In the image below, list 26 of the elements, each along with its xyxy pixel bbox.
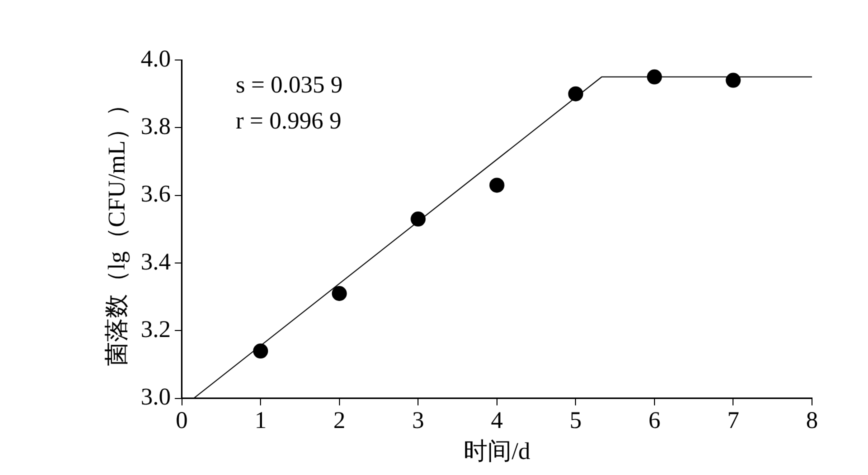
point — [646, 69, 662, 84]
y-axis-title: 菌落数（lg（CFU/mL）） — [104, 92, 131, 366]
point — [410, 212, 426, 227]
x-tick-label: 1 — [254, 408, 267, 434]
point — [726, 72, 741, 88]
point — [253, 344, 268, 359]
x-tick-label: 7 — [727, 408, 740, 434]
y-tick-label: 4.0 — [140, 46, 171, 72]
annotation: s = 0.035 9 — [236, 72, 343, 98]
point — [568, 86, 584, 102]
y-tick-label: 3.4 — [140, 249, 171, 276]
point — [332, 286, 347, 301]
x-tick-label: 4 — [490, 408, 503, 434]
x-tick-label: 3 — [412, 408, 424, 434]
x-tick-label: 0 — [176, 408, 188, 434]
point — [489, 178, 504, 193]
x-tick-label: 8 — [806, 408, 818, 434]
x-tick-label: 5 — [570, 408, 582, 434]
y-tick-label: 3.0 — [140, 384, 171, 411]
x-axis-title: 时间/d — [464, 438, 530, 465]
y-tick-label: 3.8 — [140, 114, 171, 140]
x-tick-label: 6 — [648, 408, 660, 434]
x-tick-label: 2 — [333, 408, 346, 434]
y-tick-label: 3.6 — [140, 182, 171, 208]
y-tick-label: 3.2 — [140, 317, 171, 344]
annotation: r = 0.996 9 — [236, 108, 342, 134]
